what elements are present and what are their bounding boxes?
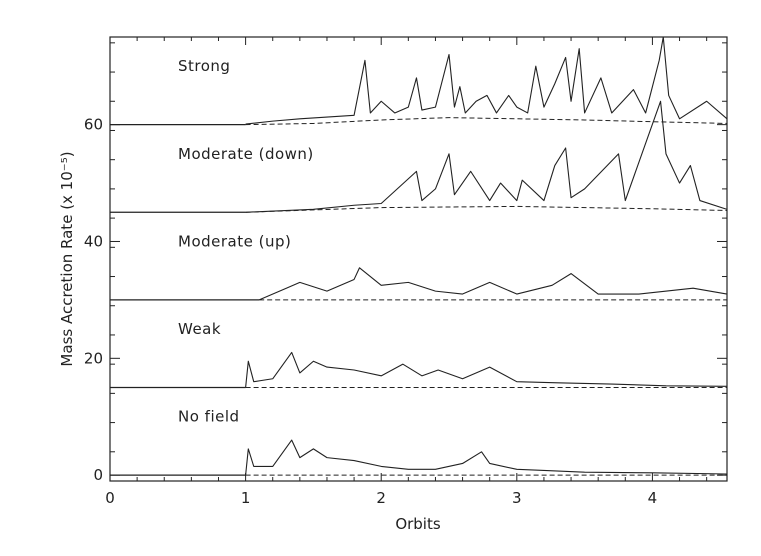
- panel-1: Moderate (down): [110, 100, 728, 213]
- panel-label: No field: [178, 408, 240, 426]
- panel-label: Strong: [178, 57, 230, 75]
- x-tick-label: 2: [376, 489, 386, 507]
- panel-3: Weak: [110, 320, 728, 389]
- x-axis-label: Orbits: [395, 515, 441, 533]
- panel-label: Moderate (up): [178, 232, 291, 250]
- x-tick-label: 3: [512, 489, 522, 507]
- panel-2: Moderate (up): [110, 232, 728, 301]
- y-tick-label: 0: [93, 466, 103, 484]
- accretion-series: [245, 351, 728, 388]
- panel-0: Strong: [110, 36, 728, 126]
- dashed-series: [245, 205, 728, 213]
- accretion-series: [245, 100, 728, 213]
- panel-label: Weak: [178, 320, 221, 338]
- accretion-series: [245, 439, 728, 476]
- y-tick-label: 20: [84, 349, 103, 367]
- accretion-series: [245, 36, 728, 125]
- accretion-series: [258, 267, 728, 301]
- x-tick-label: 4: [648, 489, 658, 507]
- panels: Strong Moderate (down) Moderate (up) Weak No…: [110, 36, 728, 476]
- x-tick-label: 1: [241, 489, 251, 507]
- panel-label: Moderate (down): [178, 145, 314, 163]
- plot-frame: [109, 36, 728, 482]
- y-tick-label: 60: [84, 116, 103, 134]
- dashed-series: [245, 117, 728, 126]
- y-tick-label: 40: [84, 232, 103, 250]
- panel-4: No field: [110, 408, 728, 476]
- y-axis-ticks: 0 20 40 60: [84, 42, 727, 484]
- y-axis-label: Mass Accretion Rate (x 10⁻⁵): [58, 151, 76, 366]
- x-tick-label: 0: [105, 489, 115, 507]
